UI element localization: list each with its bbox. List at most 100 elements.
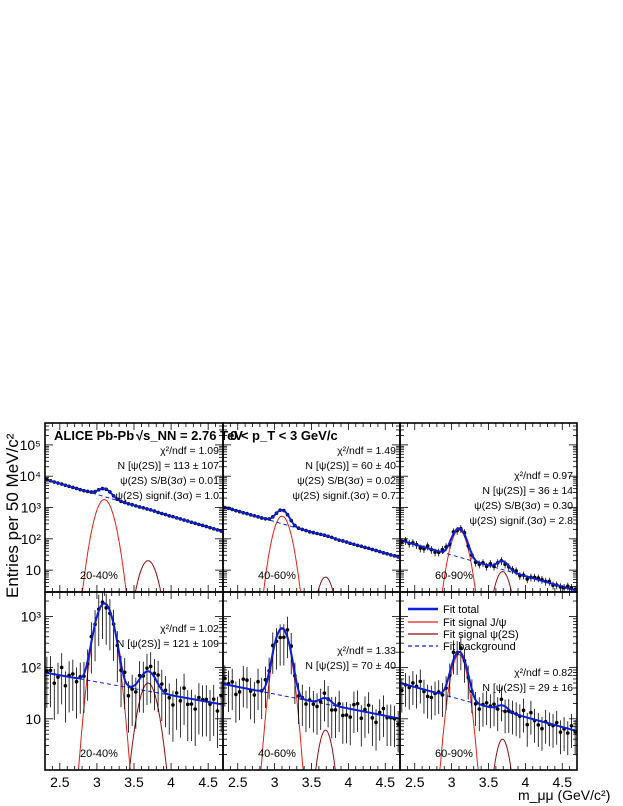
signal-psi2s-curve-r2c1 [111,682,186,770]
y-axis-title: Entries per 50 MeV/c² [3,433,22,598]
data-point-r2c2 [337,702,341,706]
centrality-label-r2c3: 60-90% [435,748,473,760]
stats-line-r1c2: ψ(2S) signif.(3σ) = 0.7 [292,490,396,502]
data-point-r2c1 [134,690,138,694]
x-tick-label-r2c1: 4 [167,774,175,790]
data-point-r2c1 [74,679,79,684]
data-point-r2c3 [540,726,544,731]
x-tick-label-r2c1: 3 [93,774,101,790]
x-tick-label-r2c1: 2.5 [50,774,70,790]
data-point-r2c3 [499,697,504,702]
data-point-r2c3 [521,708,526,713]
data-point-r2c1 [185,702,190,707]
data-point-r2c2 [278,635,282,640]
data-point-r2c3 [565,731,570,735]
experiment-label: ALICE Pb-Pb [54,428,134,443]
data-point-r2c2 [285,627,290,632]
stats-line-r1c2: N [ψ(2S)] = 60 ± 40 [305,460,396,472]
data-point-r2c3 [411,681,415,685]
stats-line-r2c1: χ²/ndf = 1.02 [160,623,219,635]
x-axis-title: m_μμ (GeV/c²) [518,787,610,803]
pt-label: 0 < p_T < 3 GeV/c [230,428,338,443]
data-point-r2c2 [318,699,323,704]
data-point-r2c1 [160,682,164,686]
data-point-r2c2 [352,702,356,707]
centrality-label-r1c2: 40-60% [258,570,296,582]
centrality-label-r2c2: 40-60% [258,748,296,760]
x-tick-label-r2c1: 4.5 [198,774,218,790]
data-point-r2c3 [554,720,559,725]
stats-line-r1c3: N [ψ(2S)] = 36 ± 14 [482,485,573,497]
data-point-r2c2 [370,716,375,720]
y-tick-label-r1c1: 10³ [21,500,42,516]
data-point-r2c3 [492,702,496,706]
data-point-r2c3 [558,730,563,734]
data-point-r2c2 [344,713,349,717]
stats-line-r1c3: ψ(2S) S/B(3σ) = 0.30 [474,500,573,512]
signal-psi2s-curve-r1c2 [289,576,364,592]
signal-psi2s-curve-r1c1 [111,560,186,592]
x-tick-label-r2c2: 2.5 [228,774,248,790]
stats-line-r1c1: ψ(2S) S/B(3σ) = 0.01 [120,475,219,487]
signal-jpsi-curve-r2c3 [400,654,533,770]
data-point-r2c3 [429,695,434,700]
x-tick-label-r2c3: 3 [448,774,456,790]
data-point-r2c1 [63,683,68,688]
stats-line-r1c1: ψ(2S) signif.(3σ) = 1.0 [115,490,219,502]
signal-psi2s-curve-r2c3 [466,738,541,770]
stats-line-r2c1: N [ψ(2S)] = 121 ± 109 [117,638,219,650]
data-point-r2c1 [189,702,194,706]
data-point-r2c2 [311,702,316,706]
data-point-r2c3 [503,709,507,714]
data-point-r2c1 [126,693,131,698]
centrality-label-r1c1: 20-40% [80,570,118,582]
data-point-r2c1 [211,697,216,701]
data-point-r2c2 [363,707,367,712]
data-point-r2c2 [374,720,378,725]
data-point-r2c2 [241,677,246,681]
legend-label-background: Fit background [443,641,516,653]
x-tick-label-r2c1: 3.5 [124,774,144,790]
y-tick-label-r2c1: 10 [25,711,41,727]
data-point-r2c1 [156,673,160,677]
x-tick-label-r2c2: 3.5 [302,774,322,790]
data-point-r2c2 [245,678,249,682]
stats-line-r1c2: χ²/ndf = 1.49 [337,445,396,457]
signal-psi2s-curve-r1c3 [466,570,541,592]
data-point-r2c1 [215,709,220,713]
legend-label-signal-jpsi: Fit signal J/ψ [443,617,507,629]
y-tick-label-r2c1: 10³ [21,608,42,624]
data-point-r2c2 [304,702,308,706]
data-point-r2c3 [425,694,430,699]
data-point-r2c1 [171,703,175,707]
data-point-r2c2 [230,680,235,684]
data-point-r2c3 [569,723,574,728]
data-point-r2c3 [495,707,500,711]
y-tick-label-r2c1: 10² [21,660,42,676]
data-point-r2c3 [536,723,541,727]
fit-total-curve-r2c1 [45,602,223,706]
data-point-r2c2 [315,704,319,709]
x-tick-label-r2c2: 4 [344,774,352,790]
stats-line-r1c3: χ²/ndf = 0.97 [514,470,573,482]
data-point-r2c1 [48,668,53,673]
y-tick-label-r1c1: 10⁵ [20,437,41,453]
data-point-r2c3 [400,688,404,693]
data-point-r2c1 [59,665,64,670]
panel-frame-r2c2 [222,591,401,771]
stats-line-r2c2: χ²/ndf = 1.33 [337,645,396,657]
fit-total-curve-r1c2 [223,505,400,559]
data-point-r2c1 [56,675,60,679]
centrality-label-r1c3: 60-90% [435,570,473,582]
data-point-r2c1 [130,687,134,691]
signal-psi2s-curve-r2c2 [289,729,364,770]
data-point-r2c2 [359,716,364,721]
fit-total-curve-r1c1 [45,478,223,533]
data-point-r2c2 [333,708,338,712]
data-point-r2c1 [204,697,209,702]
data-point-r2c3 [459,646,463,650]
data-point-r2c3 [473,702,478,706]
stats-line-r2c3: N [ψ(2S)] = 29 ± 16 [482,682,573,694]
x-tick-label-r2c3: 3.5 [479,774,499,790]
